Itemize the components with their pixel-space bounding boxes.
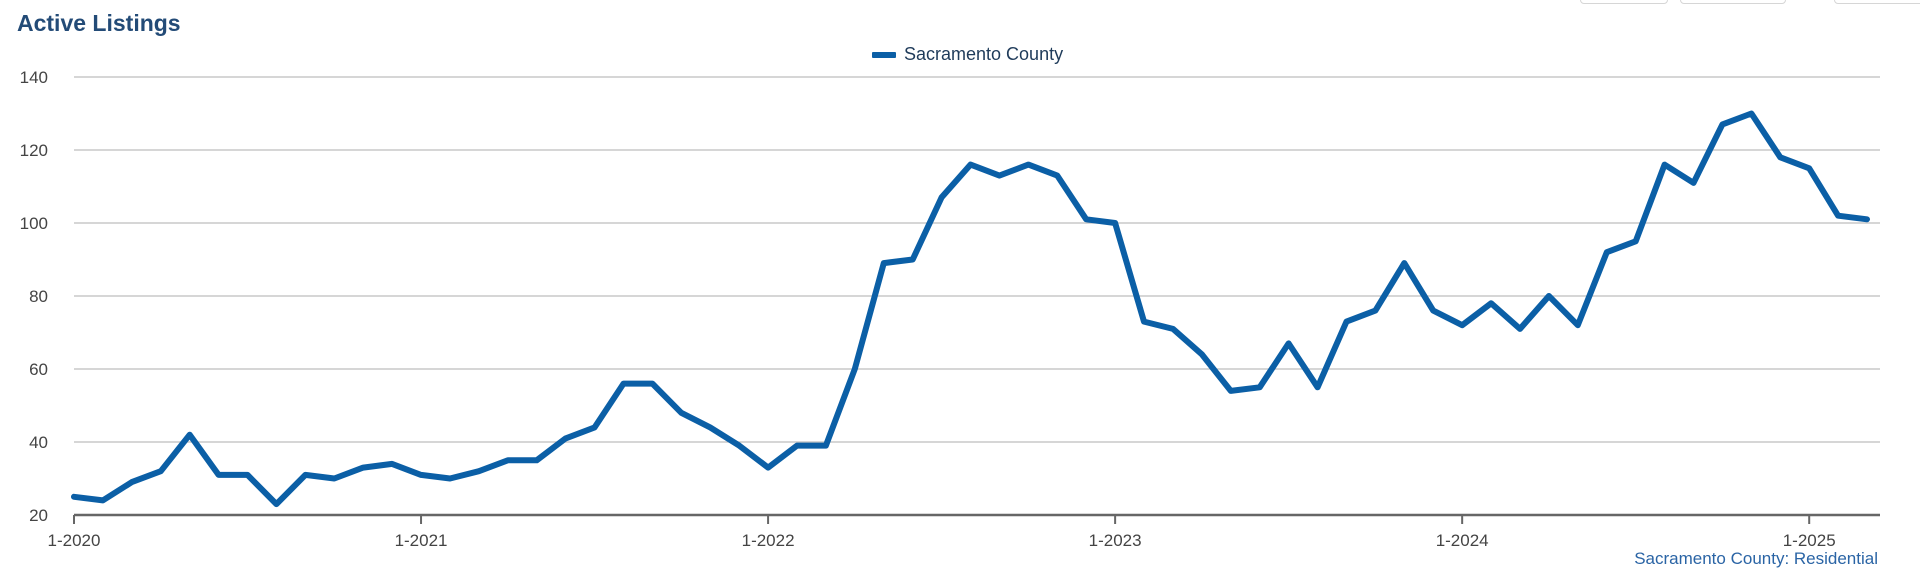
data-point[interactable] bbox=[1776, 153, 1784, 161]
y-tick-label: 120 bbox=[20, 141, 48, 160]
data-point[interactable] bbox=[648, 380, 656, 388]
data-point[interactable] bbox=[1632, 237, 1640, 245]
data-point[interactable] bbox=[851, 365, 859, 373]
data-point[interactable] bbox=[1198, 350, 1206, 358]
legend-label: Sacramento County bbox=[904, 44, 1064, 64]
data-point[interactable] bbox=[764, 464, 772, 472]
x-tick-label: 1-2024 bbox=[1436, 531, 1489, 550]
data-point[interactable] bbox=[533, 456, 541, 464]
data-point[interactable] bbox=[1285, 339, 1293, 347]
data-point[interactable] bbox=[562, 434, 570, 442]
data-point[interactable] bbox=[70, 493, 78, 501]
toolbar-button[interactable] bbox=[1834, 0, 1920, 4]
data-point[interactable] bbox=[301, 471, 309, 479]
data-point[interactable] bbox=[1690, 179, 1698, 187]
legend-swatch bbox=[872, 51, 896, 58]
data-point[interactable] bbox=[591, 423, 599, 431]
data-point[interactable] bbox=[1082, 215, 1090, 223]
data-point[interactable] bbox=[735, 442, 743, 450]
series-line[interactable] bbox=[71, 110, 1870, 508]
data-point[interactable] bbox=[1718, 120, 1726, 128]
x-tick-label: 1-2021 bbox=[395, 531, 448, 550]
data-point[interactable] bbox=[1169, 325, 1177, 333]
data-point[interactable] bbox=[1458, 321, 1466, 329]
data-point[interactable] bbox=[99, 496, 107, 504]
x-tick-label: 1-2020 bbox=[48, 531, 101, 550]
data-point[interactable] bbox=[1111, 219, 1119, 227]
data-point[interactable] bbox=[446, 475, 454, 483]
data-point[interactable] bbox=[1314, 383, 1322, 391]
x-axis: 1-2020 1-2021 1-2022 1-2023 1-2024 1-2025 bbox=[48, 513, 1880, 550]
data-point[interactable] bbox=[1863, 215, 1871, 223]
data-point[interactable] bbox=[1400, 259, 1408, 267]
data-point[interactable] bbox=[1574, 321, 1582, 329]
data-point[interactable] bbox=[1371, 307, 1379, 315]
data-point[interactable] bbox=[1227, 387, 1235, 395]
y-tick-label: 140 bbox=[20, 68, 48, 87]
data-point[interactable] bbox=[1024, 161, 1032, 169]
data-point[interactable] bbox=[822, 442, 830, 450]
data-point[interactable] bbox=[128, 478, 136, 486]
data-point[interactable] bbox=[1805, 164, 1813, 172]
data-point[interactable] bbox=[330, 475, 338, 483]
data-point[interactable] bbox=[1487, 299, 1495, 307]
data-point[interactable] bbox=[1516, 325, 1524, 333]
data-point[interactable] bbox=[967, 161, 975, 169]
data-point[interactable] bbox=[1342, 318, 1350, 326]
chart-legend[interactable]: Sacramento County bbox=[872, 44, 1063, 65]
data-point[interactable] bbox=[677, 409, 685, 417]
data-point[interactable] bbox=[475, 467, 483, 475]
data-point[interactable] bbox=[157, 467, 165, 475]
y-tick-label: 60 bbox=[29, 360, 48, 379]
data-point[interactable] bbox=[244, 471, 252, 479]
data-point[interactable] bbox=[186, 431, 194, 439]
x-tick-label: 1-2025 bbox=[1783, 531, 1836, 550]
data-point[interactable] bbox=[1603, 248, 1611, 256]
chart-source-label: Sacramento County: Residential bbox=[1634, 549, 1878, 568]
y-tick-label: 100 bbox=[20, 214, 48, 233]
data-point[interactable] bbox=[272, 500, 280, 508]
page-title: Active Listings bbox=[17, 10, 181, 36]
data-point[interactable] bbox=[1140, 318, 1148, 326]
data-point[interactable] bbox=[793, 442, 801, 450]
data-point[interactable] bbox=[1053, 172, 1061, 180]
y-axis: 20 40 60 80 100 120 140 bbox=[20, 68, 48, 525]
y-tick-label: 20 bbox=[29, 506, 48, 525]
data-point[interactable] bbox=[1747, 110, 1755, 118]
data-point[interactable] bbox=[909, 256, 917, 264]
data-point[interactable] bbox=[504, 456, 512, 464]
data-point[interactable] bbox=[1429, 307, 1437, 315]
data-point[interactable] bbox=[1256, 383, 1264, 391]
y-tick-label: 80 bbox=[29, 287, 48, 306]
data-point[interactable] bbox=[619, 380, 627, 388]
data-point[interactable] bbox=[938, 193, 946, 201]
data-point[interactable] bbox=[880, 259, 888, 267]
data-point[interactable] bbox=[388, 460, 396, 468]
data-point[interactable] bbox=[1545, 292, 1553, 300]
data-point[interactable] bbox=[995, 172, 1003, 180]
data-point[interactable] bbox=[215, 471, 223, 479]
data-point[interactable] bbox=[706, 423, 714, 431]
y-tick-label: 40 bbox=[29, 433, 48, 452]
series-group bbox=[70, 110, 1871, 508]
x-tick-label: 1-2023 bbox=[1089, 531, 1142, 550]
data-point[interactable] bbox=[1661, 161, 1669, 169]
data-point[interactable] bbox=[359, 464, 367, 472]
data-point[interactable] bbox=[417, 471, 425, 479]
chart-grid bbox=[74, 76, 1880, 443]
x-tick-label: 1-2022 bbox=[742, 531, 795, 550]
data-point[interactable] bbox=[1834, 212, 1842, 220]
